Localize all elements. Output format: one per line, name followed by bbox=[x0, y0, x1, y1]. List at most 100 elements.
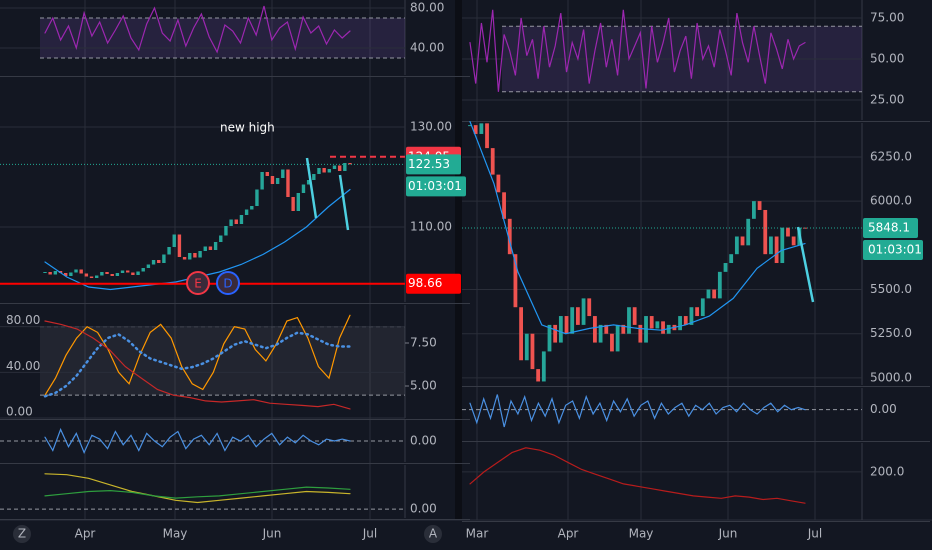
candle bbox=[769, 236, 773, 255]
y-tick-label: 130.00 bbox=[410, 120, 452, 134]
candle bbox=[507, 218, 512, 255]
y2-tick-label: 5.00 bbox=[410, 379, 437, 393]
candle bbox=[89, 276, 94, 278]
candle bbox=[479, 123, 484, 134]
y-tick-label: 80.00 bbox=[410, 1, 444, 15]
candle bbox=[695, 307, 700, 317]
indicator-line bbox=[469, 447, 806, 504]
x-tick-label: Apr bbox=[75, 527, 96, 541]
candle bbox=[255, 189, 259, 206]
candle bbox=[530, 333, 535, 370]
candle bbox=[468, 125, 472, 127]
candle bbox=[219, 235, 223, 242]
candle bbox=[689, 307, 694, 325]
candle bbox=[131, 272, 135, 275]
indicator-line bbox=[469, 120, 806, 335]
candle bbox=[348, 163, 352, 165]
candle bbox=[265, 172, 269, 176]
price-badge bbox=[406, 273, 461, 294]
price-badge bbox=[406, 154, 461, 175]
y-tick-label: 75.00 bbox=[870, 11, 904, 25]
candle bbox=[751, 201, 756, 219]
corner-icon bbox=[424, 525, 442, 543]
candle bbox=[666, 324, 671, 334]
candle bbox=[587, 298, 592, 317]
candle bbox=[74, 269, 78, 273]
candle bbox=[151, 260, 156, 265]
band-fill bbox=[40, 326, 405, 396]
event-icon bbox=[186, 271, 210, 295]
y-tick-label: 50.00 bbox=[870, 52, 904, 66]
candle bbox=[683, 316, 688, 325]
candle bbox=[774, 236, 779, 264]
candle bbox=[627, 307, 631, 334]
candle bbox=[485, 123, 489, 149]
candle bbox=[48, 272, 52, 275]
candle bbox=[717, 271, 722, 299]
candle bbox=[281, 169, 285, 178]
candle bbox=[120, 270, 125, 273]
x-tick-label: Jul bbox=[807, 527, 822, 541]
candle bbox=[564, 316, 569, 334]
candle bbox=[105, 272, 109, 274]
y-tick-label: 0.00 bbox=[870, 402, 897, 416]
candle bbox=[136, 271, 140, 275]
candle bbox=[286, 169, 290, 197]
candle bbox=[513, 254, 518, 308]
candle bbox=[786, 227, 790, 237]
candle bbox=[734, 236, 739, 255]
candle bbox=[317, 168, 321, 174]
countdown-badge bbox=[863, 239, 923, 260]
indicator-line bbox=[44, 314, 351, 396]
candle bbox=[746, 218, 751, 246]
candle bbox=[126, 270, 130, 273]
x-tick-label: Jun bbox=[718, 527, 738, 541]
candle bbox=[208, 246, 213, 250]
candle bbox=[63, 273, 68, 276]
candle bbox=[575, 307, 580, 325]
event-label: E bbox=[194, 277, 202, 291]
candle bbox=[678, 316, 682, 331]
indicator-line bbox=[469, 394, 806, 428]
corner-label: Z bbox=[18, 527, 26, 541]
candle bbox=[519, 307, 524, 361]
candle bbox=[110, 274, 114, 276]
candle bbox=[301, 184, 306, 193]
x-tick-label: Jul bbox=[362, 527, 377, 541]
candle bbox=[598, 324, 603, 343]
candle bbox=[593, 316, 597, 343]
candle bbox=[615, 324, 620, 352]
candle bbox=[581, 298, 586, 325]
x-tick-label: Mar bbox=[466, 527, 489, 541]
event-label: D bbox=[223, 277, 232, 291]
candle bbox=[167, 247, 171, 255]
y-tick-label: 40.00 bbox=[410, 41, 444, 55]
candle bbox=[337, 165, 342, 171]
candle bbox=[69, 272, 73, 276]
candle bbox=[162, 254, 166, 263]
candle bbox=[94, 275, 99, 278]
price-badge-label: 98.66 bbox=[408, 276, 442, 290]
candle bbox=[146, 264, 151, 268]
band-fill bbox=[40, 18, 405, 58]
countdown-label: 01:03:01 bbox=[868, 242, 922, 256]
y-tick-label: 5000.0 bbox=[870, 370, 912, 384]
price-badge bbox=[863, 217, 918, 238]
candle bbox=[198, 251, 202, 258]
candle bbox=[343, 163, 347, 171]
candle bbox=[234, 219, 238, 224]
candle bbox=[177, 234, 182, 257]
candle bbox=[84, 273, 89, 277]
indicator-line bbox=[44, 427, 351, 455]
y-tick-label: 6000.0 bbox=[870, 194, 912, 208]
candle bbox=[275, 178, 280, 184]
candle bbox=[490, 148, 495, 175]
candle bbox=[536, 369, 541, 382]
candle bbox=[141, 268, 145, 272]
candle bbox=[53, 271, 58, 275]
candle bbox=[157, 260, 161, 263]
candle bbox=[621, 324, 626, 334]
candle bbox=[604, 324, 609, 334]
candle bbox=[763, 209, 768, 255]
